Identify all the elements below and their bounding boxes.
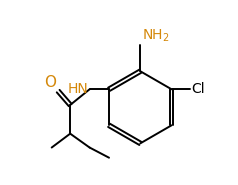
Text: HN: HN bbox=[68, 82, 89, 96]
Text: NH$_2$: NH$_2$ bbox=[143, 28, 170, 44]
Text: Cl: Cl bbox=[192, 82, 205, 96]
Text: O: O bbox=[44, 75, 56, 90]
